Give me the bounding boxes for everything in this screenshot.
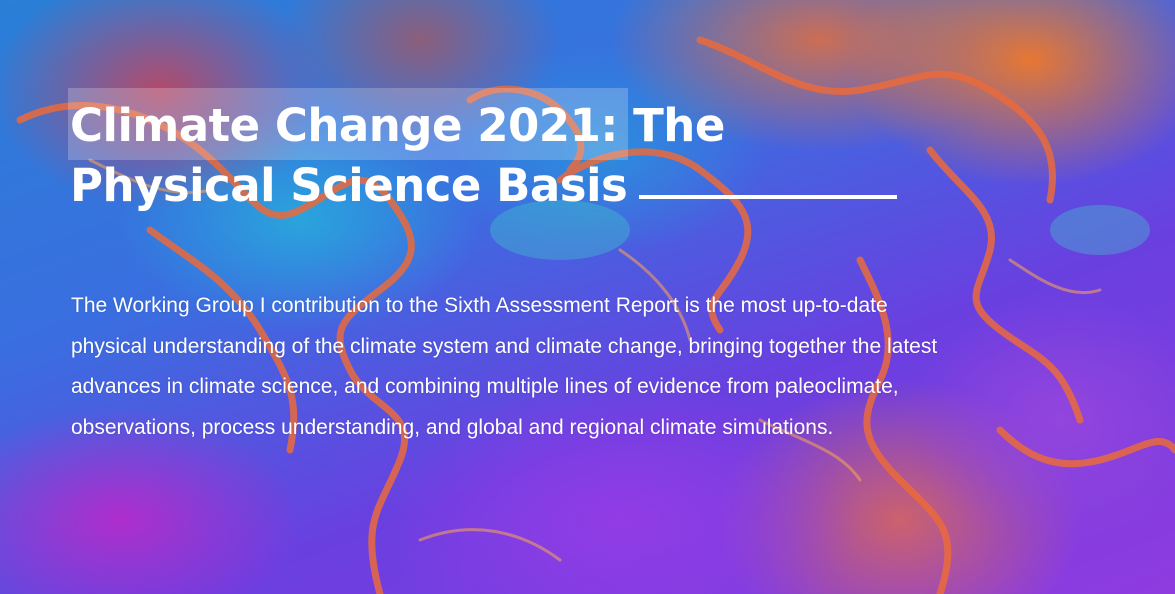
title-line-2: Physical Science Basis [70, 159, 628, 212]
title-highlight [68, 88, 628, 160]
title-underline-decoration [639, 195, 898, 199]
title-line-1: Climate Change 2021: The [70, 99, 725, 152]
report-description: The Working Group I contribution to the … [71, 294, 938, 439]
page-title: Climate Change 2021: The Physical Scienc… [70, 96, 970, 216]
